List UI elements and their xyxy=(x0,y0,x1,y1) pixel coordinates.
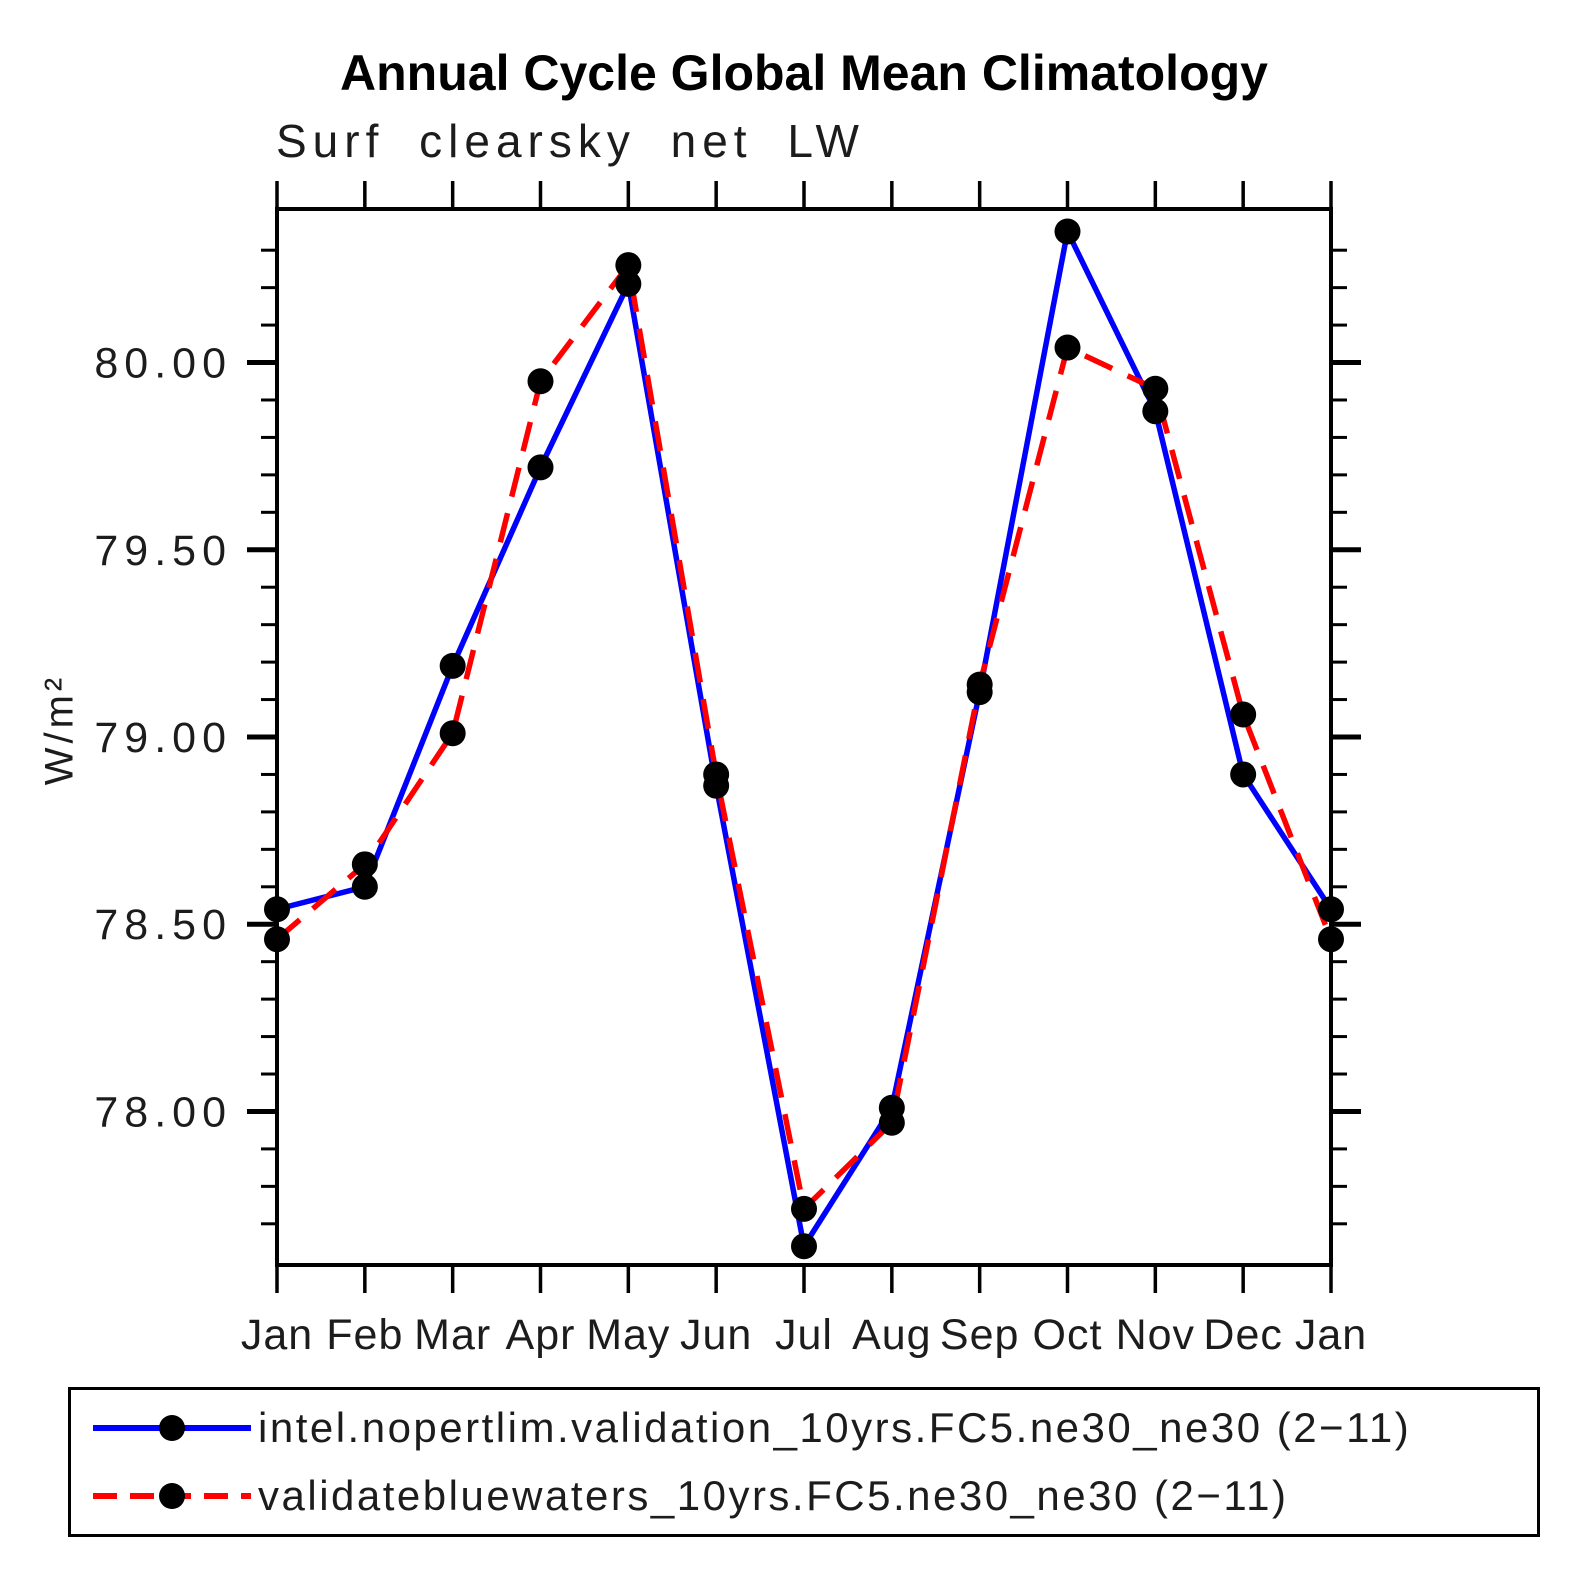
data-point-series-2 xyxy=(703,761,730,788)
x-tick-label: Aug xyxy=(852,1311,932,1359)
x-tick-label: Oct xyxy=(1033,1311,1103,1359)
data-point-series-2 xyxy=(966,671,993,698)
data-point-series-2 xyxy=(615,252,642,279)
y-tick-label: 78.50 xyxy=(94,901,232,949)
data-point-series-1 xyxy=(527,454,554,481)
data-point-series-1 xyxy=(351,873,378,900)
x-tick-label: Feb xyxy=(326,1311,403,1359)
y-tick-label: 78.00 xyxy=(94,1088,232,1136)
legend-line-sample-blue xyxy=(93,1415,251,1441)
legend-label-series-1: intel.nopertlim.validation_10yrs.FC5.ne3… xyxy=(258,1404,1412,1451)
legend-marker-icon xyxy=(159,1415,185,1441)
data-point-series-1 xyxy=(1142,398,1169,425)
x-tick-label: Apr xyxy=(506,1311,576,1359)
data-point-series-1 xyxy=(1230,761,1257,788)
data-point-series-2 xyxy=(264,926,290,953)
x-tick-label: Jun xyxy=(680,1311,752,1359)
y-tick-label: 80.00 xyxy=(94,340,232,388)
legend-entry-series-2: validatebluewaters_10yrs.FC5.ne30_ne30 (… xyxy=(71,1466,1537,1526)
plot-frame xyxy=(275,207,1333,1267)
data-point-series-1 xyxy=(615,270,642,297)
x-tick-label: May xyxy=(586,1311,670,1359)
data-point-series-2 xyxy=(1142,375,1169,402)
y-tick-label: 79.00 xyxy=(94,714,232,762)
x-tick-label: Jul xyxy=(775,1311,833,1359)
data-point-series-1 xyxy=(1318,896,1344,923)
data-point-series-2 xyxy=(1318,926,1344,953)
legend-line-sample-red xyxy=(93,1483,251,1509)
data-point-series-2 xyxy=(791,1195,817,1222)
data-point-series-1 xyxy=(791,1233,817,1260)
data-point-series-2 xyxy=(1054,334,1081,361)
series-line-1 xyxy=(276,222,1334,1254)
legend-marker-icon xyxy=(159,1483,185,1509)
chart-title: Annual Cycle Global Mean Climatology xyxy=(340,45,1268,101)
legend-label-series-2: validatebluewaters_10yrs.FC5.ne30_ne30 (… xyxy=(258,1472,1289,1519)
data-point-series-2 xyxy=(1230,701,1257,728)
x-tick-label: Jan xyxy=(241,1311,313,1359)
legend-entry-series-1: intel.nopertlim.validation_10yrs.FC5.ne3… xyxy=(71,1398,1537,1458)
data-point-series-1 xyxy=(1054,218,1081,245)
chart-subtitle: Surf clearsky net LW xyxy=(276,115,865,167)
x-tick-label: Jan xyxy=(1295,1311,1367,1359)
data-point-series-2 xyxy=(439,720,466,747)
data-point-series-1 xyxy=(264,896,290,923)
series-line-2 xyxy=(275,258,1334,1215)
x-tick-label: Dec xyxy=(1203,1311,1282,1359)
x-tick-label: Sep xyxy=(940,1311,1020,1359)
x-tick-label: Nov xyxy=(1116,1311,1195,1359)
data-point-series-1 xyxy=(439,652,466,679)
y-tick-label: 79.50 xyxy=(94,527,232,575)
data-point-series-2 xyxy=(878,1109,905,1136)
x-tick-label: Mar xyxy=(414,1311,491,1359)
data-point-series-2 xyxy=(351,851,378,878)
legend: intel.nopertlim.validation_10yrs.FC5.ne3… xyxy=(68,1387,1540,1537)
data-point-series-2 xyxy=(527,368,554,395)
